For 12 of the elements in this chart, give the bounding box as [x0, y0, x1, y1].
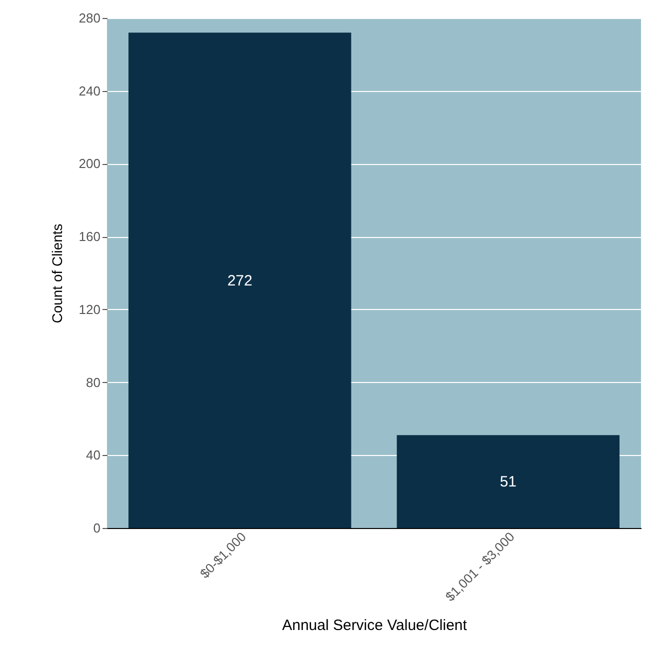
y-tick-label: 240 — [78, 83, 100, 98]
y-tick-label: 200 — [78, 156, 100, 172]
y-tick-label: 120 — [78, 302, 100, 317]
y-tick-label: 280 — [78, 10, 100, 26]
y-axis-title: Count of Clients — [48, 224, 65, 324]
y-tick-label: 160 — [78, 229, 100, 244]
data-label: 51 — [500, 474, 517, 491]
y-tick-label: 40 — [86, 448, 100, 463]
y-tick-label: 0 — [93, 520, 100, 536]
x-axis-title: Annual Service Value/Client — [282, 617, 468, 634]
y-tick-label: 80 — [86, 374, 100, 390]
data-label: 272 — [227, 272, 252, 290]
